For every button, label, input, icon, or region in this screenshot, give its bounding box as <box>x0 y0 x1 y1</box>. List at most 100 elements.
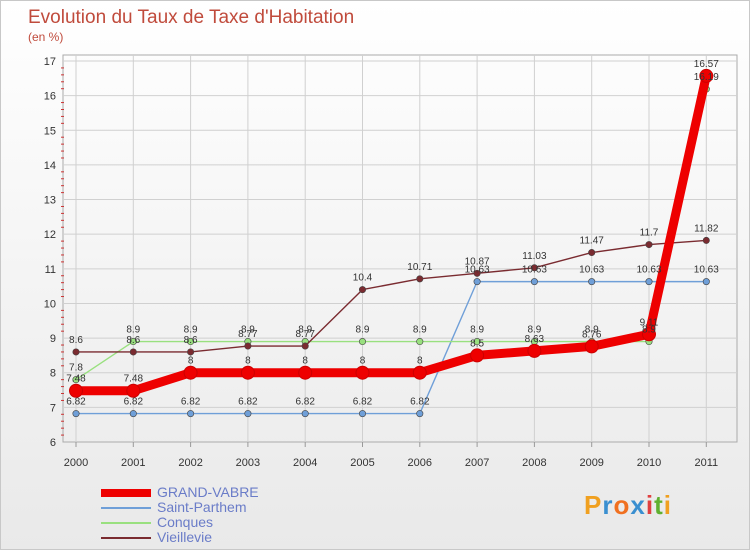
data-label-saint-parthem: 10.63 <box>636 265 661 276</box>
line-chart: 6 7 8 9 10 11 12 13 14 15 16 17 2000 2001 2002 2003 2004… <box>44 54 738 469</box>
data-label-vieillevie: 8.6 <box>126 335 140 346</box>
legend-item: Vieillevie <box>101 529 361 545</box>
data-point-saint-parthem <box>702 278 710 286</box>
chart-title: Evolution du Taux de Taxe d'Habitation <box>28 7 355 28</box>
data-label-saint-parthem: 10.63 <box>465 265 490 276</box>
data-label-saint-parthem: 10.63 <box>579 265 604 276</box>
x-tick-label: 2002 <box>178 457 202 469</box>
data-label-vieillevie: 10.71 <box>407 262 432 273</box>
data-point-grand-vabre <box>470 348 485 363</box>
legend-item: Saint-Parthem <box>101 499 361 515</box>
y-tick-label: 7 <box>50 402 56 414</box>
proxiti-logo: Proxiti <box>584 490 672 521</box>
x-tick-label: 2010 <box>637 457 661 469</box>
y-tick-label: 10 <box>44 298 56 310</box>
logo-letter: r <box>602 490 614 520</box>
data-point-grand-vabre <box>584 339 599 354</box>
data-point-vieillevie <box>358 286 366 294</box>
legend-swatch <box>101 507 151 509</box>
data-point-vieillevie <box>416 275 424 283</box>
data-label-vieillevie: 11.82 <box>694 223 719 234</box>
legend-item: GRAND-VABRE <box>101 484 361 500</box>
data-label-grand-vabre: 8 <box>302 356 308 367</box>
legend-label: Vieillevie <box>157 529 212 545</box>
data-point-grand-vabre <box>412 365 427 380</box>
x-tick-label: 2006 <box>408 457 432 469</box>
logo-letter: o <box>613 490 631 520</box>
data-label-vieillevie: 8.77 <box>238 329 258 340</box>
data-label-grand-vabre: 8 <box>188 356 194 367</box>
data-label-saint-parthem: 6.82 <box>238 397 258 408</box>
data-label-vieillevie: 10.4 <box>353 273 373 284</box>
data-label-grand-vabre: 8 <box>245 356 251 367</box>
x-tick-label: 2011 <box>694 457 718 469</box>
y-tick-label: 8 <box>50 368 56 380</box>
data-point-saint-parthem <box>301 410 309 418</box>
data-label-conques: 8.9 <box>298 325 312 336</box>
data-point-vieillevie <box>72 348 80 356</box>
data-label-saint-parthem: 6.82 <box>181 397 201 408</box>
series-line-vieillevie <box>75 239 707 353</box>
series-line-grand-vabre <box>71 71 711 396</box>
data-label-grand-vabre: 8 <box>360 356 366 367</box>
data-label-grand-vabre: 8 <box>417 356 423 367</box>
data-label-saint-parthem: 6.82 <box>410 397 430 408</box>
data-label-saint-parthem: 6.82 <box>124 397 144 408</box>
y-tick-label: 14 <box>44 160 56 172</box>
data-point-saint-parthem <box>416 410 424 418</box>
data-label-conques: 7.8 <box>69 363 83 374</box>
data-point-grand-vabre <box>642 327 656 342</box>
data-label-vieillevie: 11.47 <box>580 236 605 247</box>
x-tick-label: 2005 <box>350 457 374 469</box>
data-point-grand-vabre <box>527 343 542 358</box>
data-point-conques <box>358 338 366 346</box>
x-tick-label: 2008 <box>522 457 546 469</box>
logo-letter: P <box>584 490 603 520</box>
data-label-saint-parthem: 6.82 <box>353 397 373 408</box>
data-point-grand-vabre <box>69 383 83 398</box>
data-point-grand-vabre <box>183 365 198 380</box>
data-point-grand-vabre <box>699 68 714 83</box>
x-tick-label: 2007 <box>465 457 489 469</box>
logo-letter: i <box>645 490 655 520</box>
logo-letter: t <box>654 490 664 520</box>
data-label-conques: 16.19 <box>694 72 719 83</box>
data-label-conques: 8.9 <box>241 325 255 336</box>
data-label-conques: 8.9 <box>642 325 656 336</box>
data-point-conques <box>129 338 137 346</box>
legend-label: GRAND-VABRE <box>157 484 259 500</box>
y-tick-label: 6 <box>50 437 56 449</box>
x-tick-label: 2009 <box>579 457 603 469</box>
data-point-saint-parthem <box>72 410 80 418</box>
x-tick-label: 2000 <box>64 457 88 469</box>
data-label-conques: 8.9 <box>527 325 541 336</box>
data-point-vieillevie <box>588 249 596 257</box>
logo-letter: x <box>630 490 646 520</box>
y-tick-label: 15 <box>44 125 56 137</box>
legend-swatch <box>101 489 151 497</box>
data-point-conques <box>72 376 80 384</box>
x-tick-label: 2004 <box>293 457 317 469</box>
data-label-grand-vabre: 8.5 <box>470 338 484 349</box>
data-point-grand-vabre <box>126 383 141 398</box>
data-label-vieillevie: 8.6 <box>184 335 198 346</box>
y-tick-label: 13 <box>44 195 56 207</box>
y-tick-label: 16 <box>44 91 56 103</box>
data-point-saint-parthem <box>187 410 195 418</box>
data-point-vieillevie <box>301 342 309 350</box>
data-point-vieillevie <box>645 241 653 249</box>
legend-label: Conques <box>157 514 214 530</box>
data-label-conques: 8.9 <box>356 325 370 336</box>
data-point-saint-parthem <box>645 278 653 286</box>
data-point-vieillevie <box>187 348 195 356</box>
data-label-grand-vabre: 8.63 <box>525 334 545 345</box>
data-label-saint-parthem: 6.82 <box>66 397 86 408</box>
data-label-grand-vabre: 7.48 <box>66 374 86 385</box>
chart-legend: GRAND-VABRE Saint-Parthem Conques Vieillevi… <box>101 484 361 545</box>
data-label-vieillevie: 8.6 <box>69 335 83 346</box>
series-line-saint-parthem <box>75 280 707 415</box>
x-tick-label: 2001 <box>121 457 145 469</box>
y-tick-label: 9 <box>50 333 56 345</box>
data-point-vieillevie <box>129 348 137 356</box>
data-label-saint-parthem: 10.63 <box>694 265 719 276</box>
